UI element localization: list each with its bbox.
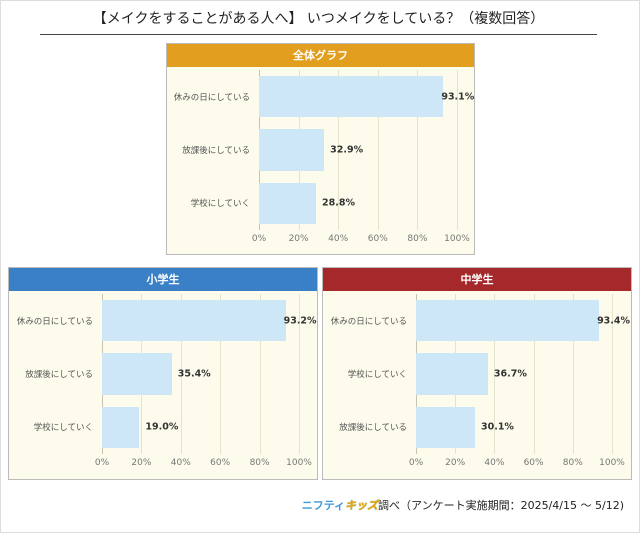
category-label: 学校にしていく: [33, 423, 93, 434]
gridline: [220, 294, 222, 454]
gridline: [259, 294, 261, 454]
data-label: 28.8%: [322, 197, 355, 209]
footer-credit: ニフティキッズ調べ（アンケート実施期間：2025/4/15 ～ 5/12): [302, 497, 624, 513]
x-tick-label: 40%: [484, 458, 505, 468]
category-label: 休みの日にしている: [173, 92, 250, 103]
category-label: 放課後にしている: [182, 146, 250, 156]
bar: [416, 299, 600, 342]
category-label: 学校にしていく: [190, 199, 250, 210]
x-tick-label: 60%: [210, 458, 231, 468]
bar: [102, 299, 286, 342]
bar: [416, 353, 488, 395]
data-label: 32.9%: [330, 144, 364, 156]
x-tick-label: 0%: [251, 234, 267, 244]
x-tick-label: 60%: [523, 458, 544, 468]
bar: [416, 406, 475, 449]
x-tick-label: 80%: [562, 458, 583, 468]
x-tick-label: 40%: [328, 234, 349, 244]
x-tick-label: 20%: [131, 458, 152, 468]
bar: [259, 182, 317, 225]
gridline: [377, 70, 379, 230]
gridline: [457, 70, 458, 230]
x-tick-label: 20%: [445, 458, 466, 468]
gridline: [417, 70, 419, 230]
gridline: [338, 70, 340, 230]
bar: [259, 75, 444, 118]
chart-title: 中学生: [323, 268, 631, 291]
category-label: 休みの日にしている: [330, 316, 407, 327]
chart-title: 小学生: [9, 268, 317, 291]
data-label: 19.0%: [145, 421, 179, 433]
gridline: [180, 294, 182, 454]
x-tick-label: 40%: [170, 458, 191, 468]
x-tick-label: 20%: [288, 234, 309, 244]
data-label: 36.7%: [493, 368, 527, 380]
data-label: 93.2%: [283, 315, 317, 327]
category-label: 学校にしていく: [347, 370, 407, 380]
page-title: 【メイクをすることがある人へ】 いつメイクをしている？（複数回答）: [40, 8, 597, 35]
bar: [102, 353, 172, 395]
x-tick-label: 100%: [599, 458, 625, 468]
gridline: [612, 294, 613, 454]
x-tick-label: 100%: [444, 234, 470, 244]
gridline: [572, 294, 574, 454]
category-label: 放課後にしている: [339, 423, 407, 434]
plot-area: 93.2% 35.4% 19.0%: [102, 294, 317, 454]
plot-area: 93.4% 36.7% 30.1%: [416, 294, 630, 454]
x-tick-label: 0%: [408, 458, 424, 468]
gridline: [494, 294, 496, 454]
chart-junior-high: 中学生 93.4% 36.7% 30.1% 0% 20% 40% 60% 80% 100% 休みの日…: [322, 267, 632, 480]
data-label: 30.1%: [480, 421, 514, 433]
x-tick-label: 80%: [407, 234, 428, 244]
x-tick-label: 60%: [367, 234, 388, 244]
chart-title: 全体グラフ: [167, 44, 474, 67]
category-label: 放課後にしている: [25, 370, 93, 380]
x-tick-label: 0%: [94, 458, 110, 468]
bar: [259, 129, 325, 171]
bar: [102, 406, 140, 449]
chart-elementary: 小学生 93.2% 35.4% 19.0% 0% 20% 40% 60% 80% 100% 休みの日…: [8, 267, 318, 480]
data-label: 93.4%: [597, 315, 631, 327]
plot-area: 93.1% 32.9% 28.8%: [259, 70, 474, 230]
x-tick-label: 100%: [286, 458, 312, 468]
survey-note: 調べ（アンケート実施期間：2025/4/15 ～ 5/12): [378, 499, 624, 512]
data-label: 35.4%: [177, 368, 211, 380]
brand-logo-nifty: ニフティ: [301, 499, 346, 512]
gridline: [533, 294, 535, 454]
category-label: 休みの日にしている: [16, 316, 93, 327]
brand-logo-kids: キッズ: [345, 499, 379, 512]
chart-overall: 全体グラフ 93.1% 32.9% 28.8% 0% 20% 40% 60% 80% 100% 休み…: [166, 43, 475, 255]
gridline: [299, 294, 300, 454]
data-label: 93.1%: [441, 91, 475, 103]
x-tick-label: 80%: [249, 458, 270, 468]
